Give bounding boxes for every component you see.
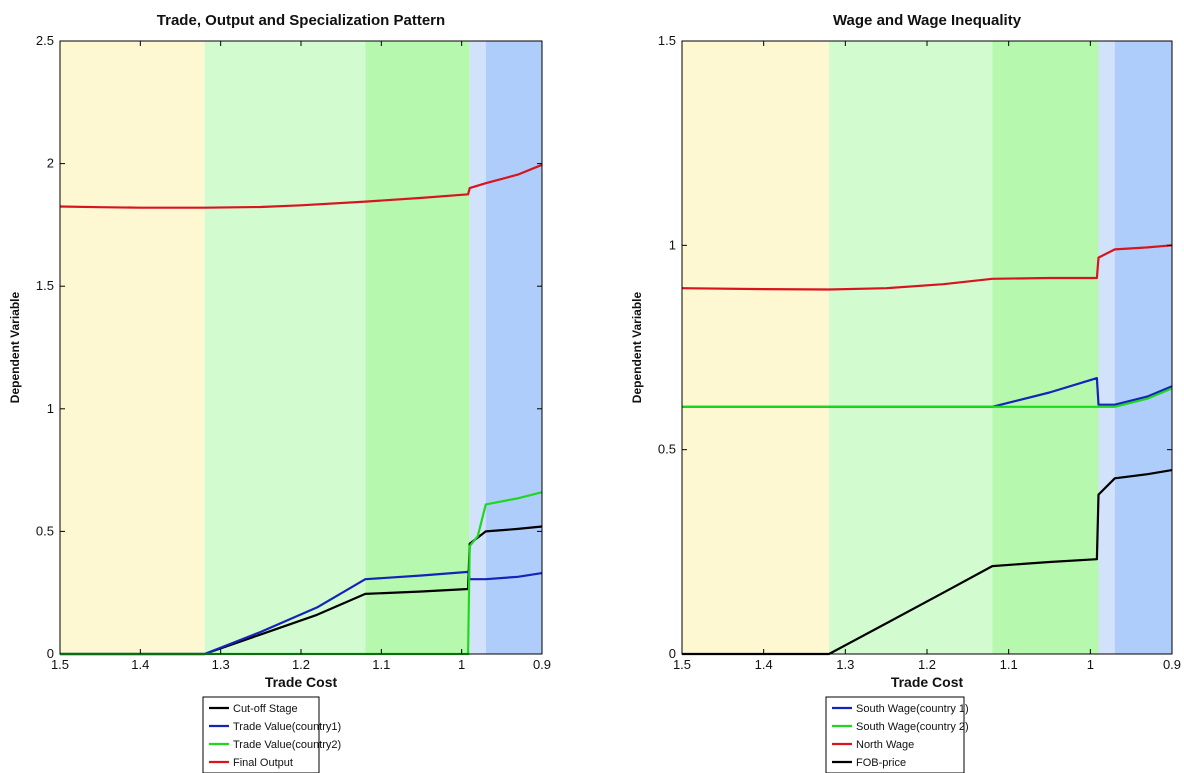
x-tick-label: 1.5 bbox=[673, 657, 691, 672]
y-tick-label: 2.5 bbox=[36, 33, 54, 48]
legend-box bbox=[202, 696, 320, 773]
chart-title: Trade, Output and Specialization Pattern bbox=[157, 12, 445, 29]
region-band-1 bbox=[60, 41, 205, 654]
y-tick-label: 1 bbox=[669, 237, 676, 252]
x-tick-label: 1.1 bbox=[1000, 657, 1018, 672]
x-axis-label: Trade Cost bbox=[265, 674, 338, 690]
series-line-4 bbox=[59, 163, 543, 209]
region-band-2 bbox=[829, 41, 993, 654]
x-tick-label: 1.3 bbox=[212, 657, 230, 672]
series-line-2 bbox=[682, 387, 1173, 408]
chart-1: 1.5 1.4 1.3 1.2 1.1 1 0.9 0 0.5 1 1.5 2 2.5 Trade, Ou… bbox=[8, 12, 551, 773]
y-tick-label: 0.5 bbox=[658, 442, 676, 457]
x-tick-label: 1.5 bbox=[51, 657, 69, 672]
x-tick-label: 1.3 bbox=[836, 657, 854, 672]
region-band-5 bbox=[1114, 41, 1172, 654]
region-band-3 bbox=[365, 41, 470, 654]
series-line-1 bbox=[60, 525, 543, 656]
legend-entry: Final Output bbox=[233, 757, 293, 769]
legend-entry: North Wage bbox=[856, 739, 914, 751]
legend-entry: FOB-price bbox=[856, 757, 906, 769]
x-tick-label: 0.9 bbox=[1163, 657, 1181, 672]
x-tick-label: 1.2 bbox=[918, 657, 936, 672]
series-line-2 bbox=[60, 570, 543, 656]
y-tick-label: 0.5 bbox=[36, 523, 54, 538]
chart-2: 1.5 1.4 1.3 1.2 1.1 1 0.9 0 0.5 1 1.5 Wage and Wage… bbox=[630, 12, 1181, 773]
x-tick-label: 1.2 bbox=[292, 657, 310, 672]
region-band-3 bbox=[992, 41, 1099, 654]
region-band-5 bbox=[485, 41, 542, 654]
y-axis-label: Dependent Variable bbox=[630, 291, 644, 403]
y-tick-label: 1.5 bbox=[36, 278, 54, 293]
legend-entry: Trade Value(country2) bbox=[233, 739, 341, 751]
region-band-1 bbox=[682, 41, 829, 654]
region-band-4 bbox=[469, 41, 486, 654]
x-tick-label: 1.4 bbox=[755, 657, 773, 672]
x-tick-label: 1 bbox=[458, 657, 465, 672]
series-line-3 bbox=[681, 244, 1173, 291]
y-tick-label: 1 bbox=[47, 401, 54, 416]
series-line-4 bbox=[682, 469, 1173, 656]
legend-entry: Trade Value(country1) bbox=[233, 721, 341, 733]
legend-entry: South Wage(country 1) bbox=[856, 703, 969, 715]
legend-entry: Cut-off Stage bbox=[233, 703, 298, 715]
y-tick-label: 0 bbox=[47, 646, 54, 661]
x-tick-label: 0.9 bbox=[533, 657, 551, 672]
series-line-1 bbox=[682, 377, 1173, 408]
region-band-2 bbox=[204, 41, 366, 654]
x-axis-label: Trade Cost bbox=[891, 674, 964, 690]
region-band-4 bbox=[1098, 41, 1115, 654]
x-tick-label: 1.4 bbox=[131, 657, 149, 672]
legend-box bbox=[825, 696, 965, 773]
y-axis-label: Dependent Variable bbox=[8, 291, 22, 403]
x-tick-label: 1 bbox=[1087, 657, 1094, 672]
x-tick-label: 1.1 bbox=[372, 657, 390, 672]
chart-title: Wage and Wage Inequality bbox=[833, 12, 1022, 29]
legend-entry: South Wage(country 2) bbox=[856, 721, 969, 733]
y-tick-label: 1.5 bbox=[658, 33, 676, 48]
y-tick-label: 2 bbox=[47, 156, 54, 171]
y-tick-label: 0 bbox=[669, 646, 676, 661]
